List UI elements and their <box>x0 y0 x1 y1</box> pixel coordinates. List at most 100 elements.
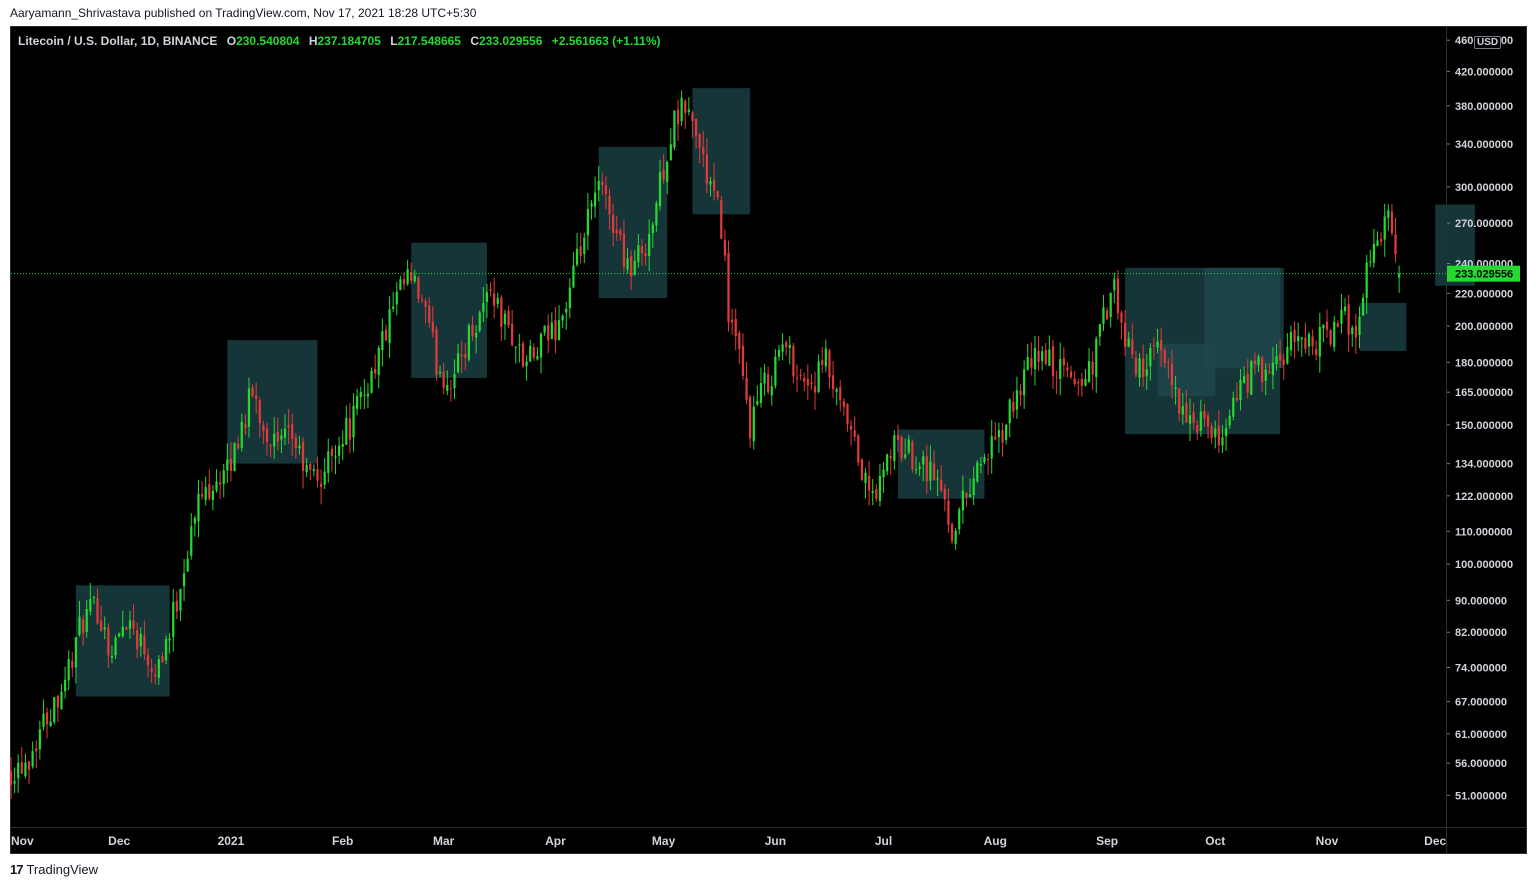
candle-body-297 <box>1080 378 1083 386</box>
candle-body-121 <box>446 384 449 391</box>
candle-body-308 <box>1120 312 1123 323</box>
candle-body-100 <box>370 370 373 393</box>
candle-body-376 <box>1365 262 1368 298</box>
candle-body-163 <box>597 180 600 191</box>
candle-body-51 <box>193 518 196 524</box>
candle-body-130 <box>478 312 481 331</box>
candle-body-339 <box>1232 397 1235 417</box>
candle-body-89 <box>330 449 334 456</box>
legend-change: +2.561663 (+1.11%) <box>551 34 661 48</box>
candle-body-141 <box>518 344 521 346</box>
y-tick-label-9: 180.000000 <box>1455 357 1513 369</box>
candle-body-85 <box>316 469 319 481</box>
candle-body-23 <box>92 596 96 598</box>
candle-body-14 <box>60 691 63 710</box>
candle-body-105 <box>388 309 391 344</box>
highlight-box-8 <box>1204 267 1284 369</box>
candle-body-159 <box>583 237 586 254</box>
y-tick-label-15: 100.000000 <box>1455 559 1513 571</box>
candle-body-221 <box>806 379 809 386</box>
candle-body-314 <box>1142 358 1145 377</box>
candle-body-263 <box>958 509 961 530</box>
candle-body-32 <box>125 627 128 630</box>
candle-body-27 <box>107 627 110 656</box>
candle-body-106 <box>392 306 395 309</box>
candle-body-244 <box>889 456 892 459</box>
candle-body-101 <box>374 368 377 374</box>
candle-body-52 <box>197 493 200 522</box>
candle-body-132 <box>485 292 489 302</box>
candle-body-33 <box>128 620 132 629</box>
x-tick-label-10: Sep <box>1096 834 1118 848</box>
candle-body-300 <box>1091 361 1094 375</box>
candle-body-5 <box>27 761 31 770</box>
candle-body-94 <box>348 418 352 440</box>
x-tick-label-13: Dec <box>1424 834 1446 848</box>
legend-high-label: H <box>308 34 318 48</box>
candle-body-173 <box>633 260 636 276</box>
x-tick-label-7: Jun <box>765 834 786 848</box>
y-tick-label-4: 300.000000 <box>1455 182 1513 194</box>
candle-body-166 <box>608 195 611 215</box>
candle-body-28 <box>110 656 114 658</box>
candle-body-88 <box>327 451 330 473</box>
candle-body-108 <box>399 279 402 290</box>
candle-body-375 <box>1361 297 1365 316</box>
candle-body-139 <box>511 323 514 346</box>
candle-body-99 <box>366 393 370 397</box>
candle-body-15 <box>63 679 67 692</box>
footer-brand[interactable]: 17 TradingView <box>10 862 98 877</box>
y-tick-label-17: 82.000000 <box>1455 627 1507 639</box>
candle-body-9 <box>42 713 45 727</box>
candle-body-367 <box>1333 321 1336 348</box>
candle-body-0 <box>9 771 13 786</box>
candle-body-190 <box>694 118 698 137</box>
candle-body-214 <box>781 344 784 352</box>
candle-body-195 <box>712 179 716 191</box>
candle-body-152 <box>557 320 561 341</box>
candle-body-290 <box>1055 377 1058 379</box>
price-axis[interactable] <box>1446 27 1527 827</box>
candle-body-204 <box>745 377 748 400</box>
currency-badge[interactable]: USD <box>1474 36 1502 49</box>
legend-close-label: C <box>470 34 479 48</box>
candle-body-18 <box>74 637 78 668</box>
candle-body-82 <box>305 464 308 473</box>
candle-body-265 <box>965 492 968 498</box>
candle-body-189 <box>691 112 694 122</box>
candle-body-158 <box>579 246 582 256</box>
candle-body-181 <box>662 169 665 179</box>
candle-body-160 <box>586 209 590 236</box>
candle-body-43 <box>164 638 168 661</box>
candle-body-230 <box>839 387 842 401</box>
candle-body-333 <box>1210 425 1213 439</box>
candle-body-238 <box>867 475 871 491</box>
time-axis[interactable] <box>11 827 1446 854</box>
candle-body-4 <box>24 762 27 777</box>
candle-body-240 <box>875 489 878 499</box>
candle-body-63 <box>237 443 240 449</box>
candle-body-125 <box>460 354 463 357</box>
candle-body-211 <box>770 386 773 396</box>
candle-body-356 <box>1293 329 1296 342</box>
candle-body-235 <box>857 435 860 463</box>
candle-body-218 <box>795 377 799 379</box>
candle-body-304 <box>1105 310 1109 320</box>
candle-body-301 <box>1095 338 1098 377</box>
candle-body-109 <box>402 279 406 285</box>
candle-body-319 <box>1160 340 1163 351</box>
candle-body-129 <box>474 332 478 338</box>
candle-body-318 <box>1156 341 1159 348</box>
candle-body-54 <box>204 486 207 500</box>
candle-body-61 <box>229 458 233 471</box>
candle-body-368 <box>1336 323 1339 327</box>
candle-body-36 <box>139 634 142 647</box>
x-tick-label-2: 2021 <box>218 834 245 848</box>
candle-body-122 <box>449 387 452 389</box>
candle-body-55 <box>208 484 211 499</box>
tradingview-logo-icon: 17 <box>10 862 24 877</box>
candle-body-346 <box>1257 356 1260 366</box>
candle-body-45 <box>172 601 175 638</box>
candle-body-294 <box>1069 371 1073 378</box>
